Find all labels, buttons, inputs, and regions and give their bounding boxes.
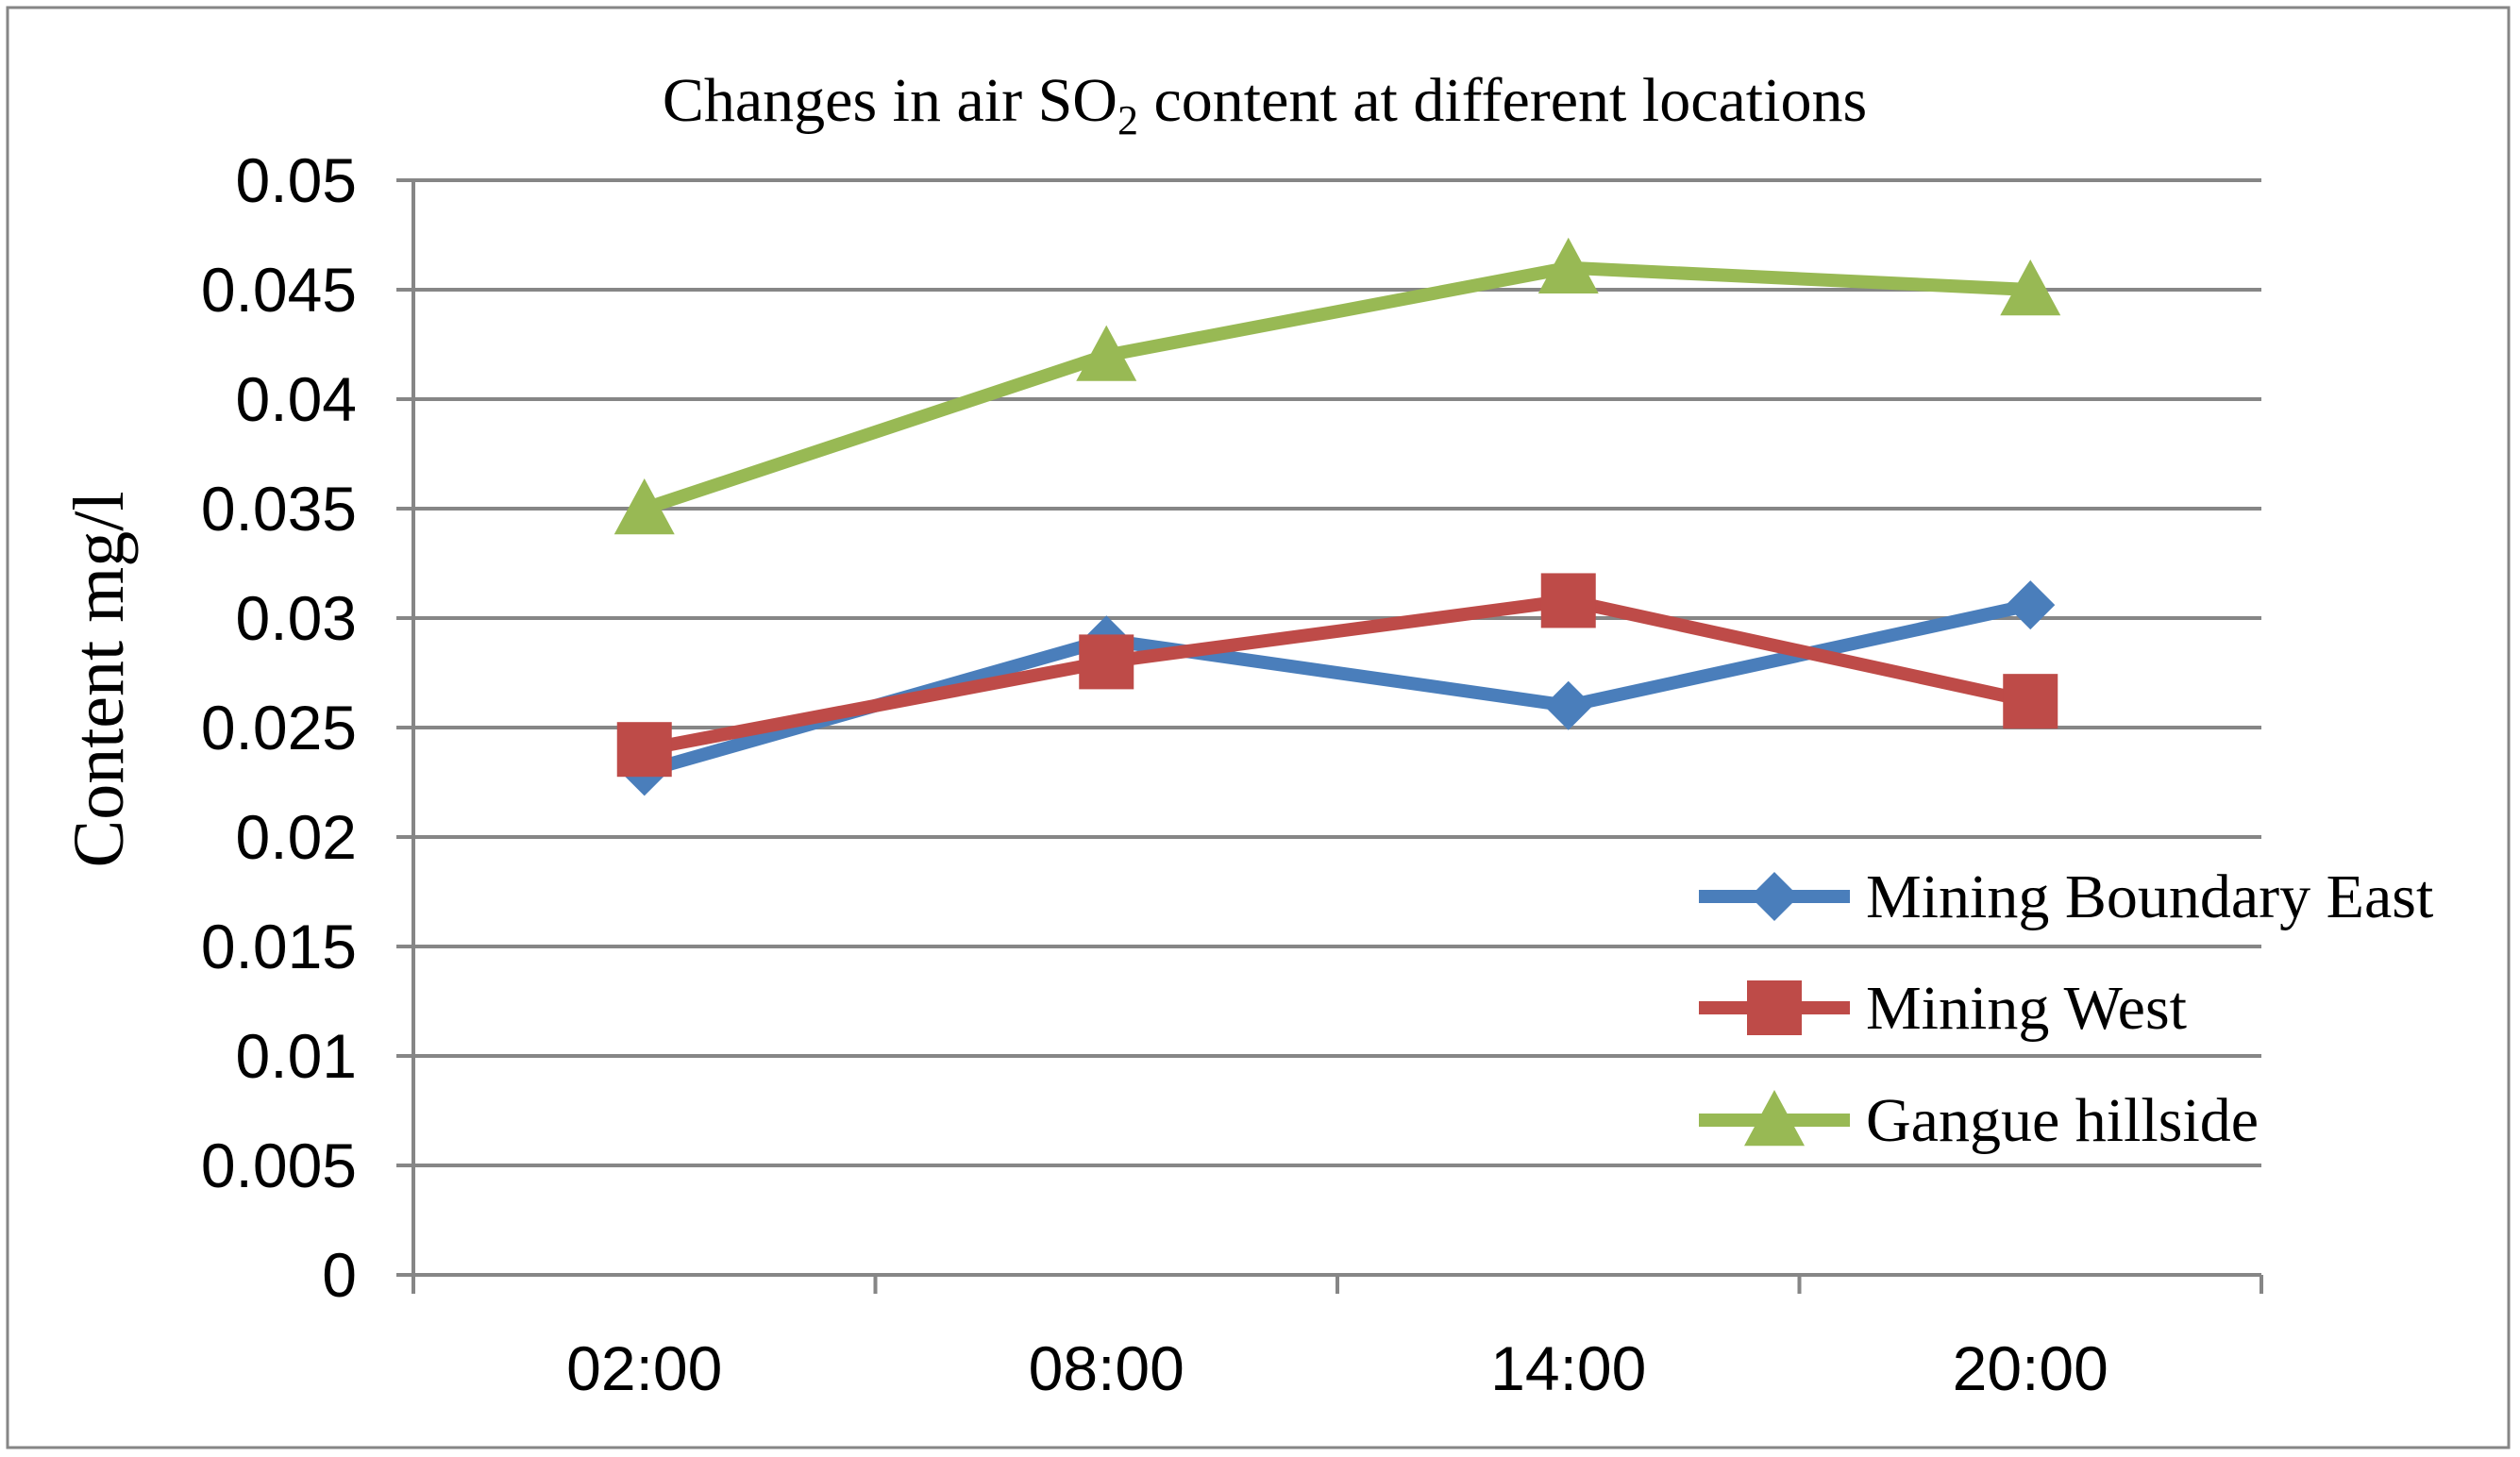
y-tick-label-9: 0.045 xyxy=(201,255,357,325)
y-tick-label-10: 0.05 xyxy=(236,145,357,215)
data-point-1-0 xyxy=(616,722,672,778)
series-line-1 xyxy=(637,594,2038,757)
y-tick-label-0: 0 xyxy=(322,1240,357,1310)
axes: 0 0.005 0.01 0.015 0.02 0.025 0.03 0.035 0.04 0.0… xyxy=(201,145,2263,1403)
legend-marker-2 xyxy=(1744,1090,1805,1147)
legend-label-2: Gangue hillside xyxy=(1866,1086,2259,1155)
legend-marker-0 xyxy=(1750,872,1799,921)
y-tick-label-4: 0.02 xyxy=(236,802,357,872)
y-tick-label-1: 0.005 xyxy=(201,1130,357,1200)
y-tick-label-6: 0.03 xyxy=(236,583,357,653)
data-point-2-3 xyxy=(2000,260,2061,316)
series-line-2 xyxy=(637,260,2038,515)
data-point-1-3 xyxy=(2003,674,2058,729)
data-point-1-1 xyxy=(1079,634,1134,690)
data-point-2-2 xyxy=(1537,237,1599,293)
data-point-2-0 xyxy=(613,478,675,535)
data-point-2-1 xyxy=(1076,325,1137,381)
legend: Mining Boundary East Mining West Gangue hi… xyxy=(1699,862,2433,1155)
series-1 xyxy=(616,573,2058,778)
x-tick-label-3: 20:00 xyxy=(1953,1333,2108,1403)
x-tick-label-2: 14:00 xyxy=(1490,1333,1646,1403)
data-point-1-2 xyxy=(1540,573,1596,628)
series xyxy=(613,237,2061,796)
y-tick-label-5: 0.025 xyxy=(201,693,357,762)
x-tick-label-0: 02:00 xyxy=(566,1333,722,1403)
series-2 xyxy=(613,237,2061,535)
y-tick-label-3: 0.015 xyxy=(201,912,357,981)
legend-label-0: Mining Boundary East xyxy=(1866,862,2433,931)
data-point-0-2 xyxy=(1543,680,1593,730)
legend-marker-1 xyxy=(1747,980,1802,1035)
y-tick-label-2: 0.01 xyxy=(236,1021,357,1091)
data-point-0-3 xyxy=(2006,580,2056,630)
chart-title: Changes in air SO2 content at different … xyxy=(663,66,1867,143)
legend-label-1: Mining West xyxy=(1866,974,2187,1043)
y-tick-label-7: 0.035 xyxy=(201,474,357,544)
x-tick-label-1: 08:00 xyxy=(1029,1333,1184,1403)
y-axis-label: Content mg/l xyxy=(59,492,139,868)
y-tick-label-8: 0.04 xyxy=(236,364,357,434)
